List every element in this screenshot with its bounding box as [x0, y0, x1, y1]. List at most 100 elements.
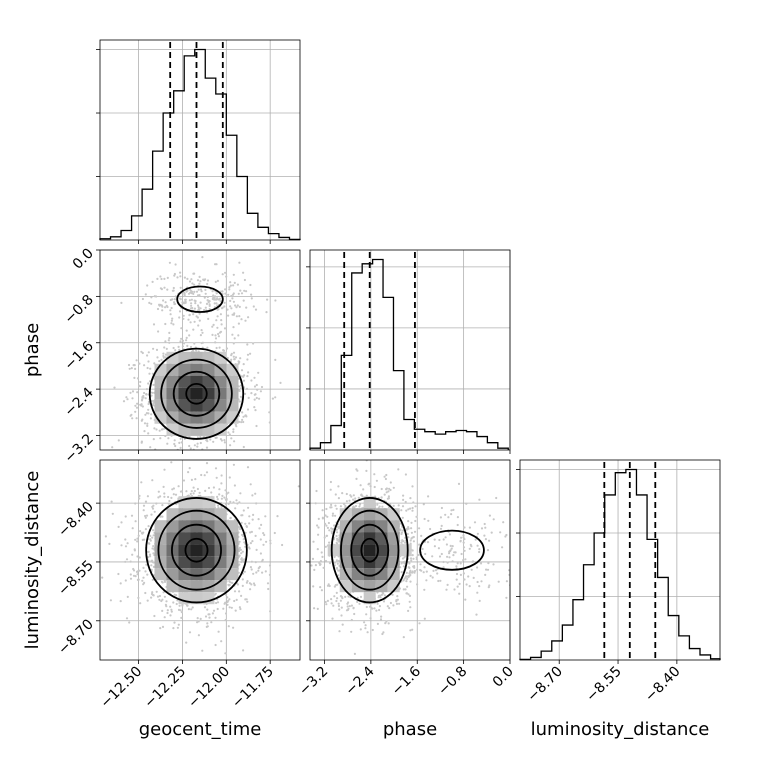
sample-point: [220, 640, 223, 643]
sample-point: [166, 611, 169, 615]
sample-point: [138, 497, 141, 500]
sample-point: [140, 419, 143, 422]
sample-point: [339, 595, 342, 598]
sample-point: [360, 493, 363, 497]
sample-point: [133, 364, 136, 367]
sample-point: [221, 290, 224, 293]
sample-point: [336, 537, 339, 541]
sample-point: [248, 515, 251, 518]
sample-point: [152, 565, 155, 569]
sample-point: [165, 600, 168, 603]
sample-point: [332, 604, 335, 607]
sample-point: [243, 278, 246, 282]
sample-point: [207, 613, 210, 616]
sample-point: [158, 594, 161, 598]
sample-point: [216, 601, 220, 604]
sample-point: [236, 583, 239, 586]
sample-point: [150, 455, 152, 457]
sample-point: [227, 625, 230, 628]
sample-point: [140, 531, 144, 535]
sample-point: [219, 313, 222, 316]
sample-point: [231, 469, 233, 471]
sample-point: [250, 560, 253, 563]
sample-point: [376, 503, 379, 506]
sample-point: [148, 301, 151, 304]
sample-point: [233, 590, 237, 593]
sample-point: [151, 536, 154, 539]
density-cell: [226, 411, 239, 424]
sample-point: [249, 531, 252, 534]
sample-point: [255, 396, 258, 400]
sample-point: [201, 256, 204, 259]
sample-point: [187, 318, 190, 321]
sample-point: [125, 396, 128, 399]
density-cell: [166, 556, 179, 569]
sample-point: [384, 622, 387, 625]
sample-point: [383, 475, 386, 478]
sample-point: [145, 514, 149, 517]
sample-point: [190, 302, 193, 305]
sample-point: [356, 469, 359, 472]
sample-point: [208, 304, 211, 307]
sample-point: [216, 308, 219, 311]
sample-point: [330, 530, 333, 533]
sample-point: [226, 603, 229, 606]
sample-point: [402, 579, 405, 582]
sample-point: [185, 490, 188, 493]
sample-point: [384, 477, 387, 481]
sample-point: [125, 617, 129, 620]
sample-point: [170, 461, 173, 464]
sample-point: [411, 554, 414, 557]
sample-point: [165, 347, 168, 350]
sample-point: [246, 375, 249, 378]
sample-point: [191, 282, 194, 285]
sample-point: [228, 433, 231, 436]
sample-point: [337, 602, 340, 605]
sample-point: [217, 630, 220, 633]
sample-point: [271, 397, 274, 400]
sample-point: [218, 346, 221, 349]
sample-point: [192, 292, 195, 295]
density-cell: [214, 532, 227, 545]
sample-point: [155, 348, 159, 351]
tick-label-y: −8.55: [55, 557, 97, 599]
sample-point: [200, 342, 203, 345]
sample-point: [190, 278, 193, 281]
sample-point: [264, 570, 267, 573]
panel-frame: [99, 39, 301, 241]
sample-point: [134, 575, 137, 578]
sample-point: [166, 305, 169, 309]
sample-point: [149, 534, 152, 538]
sample-point: [184, 298, 187, 301]
sample-point: [227, 491, 230, 494]
sample-point: [226, 308, 229, 311]
sample-point: [168, 331, 171, 334]
density-cell: [178, 399, 191, 412]
sample-point: [331, 527, 335, 531]
sample-point: [420, 534, 423, 538]
sample-point: [242, 509, 245, 512]
sample-point: [131, 417, 134, 420]
sample-point: [412, 557, 415, 560]
sample-point: [171, 488, 174, 491]
sample-point: [144, 570, 147, 573]
sample-point: [196, 442, 199, 445]
density-cell: [190, 387, 203, 400]
density-cell: [178, 387, 191, 400]
sample-point: [141, 579, 144, 582]
sample-point: [338, 569, 341, 572]
sample-point: [129, 414, 132, 417]
sample-point: [232, 300, 235, 303]
sample-point: [233, 599, 236, 603]
tick-label-x: −2.4: [342, 663, 377, 698]
sample-point: [203, 474, 206, 477]
sample-point: [210, 491, 213, 494]
sample-point: [175, 602, 178, 606]
sample-point: [141, 351, 144, 355]
sample-point: [224, 292, 227, 295]
sample-point: [239, 607, 242, 611]
sample-point: [358, 602, 361, 605]
sample-point: [156, 307, 160, 311]
sample-point: [247, 371, 250, 374]
sample-point: [214, 643, 217, 647]
